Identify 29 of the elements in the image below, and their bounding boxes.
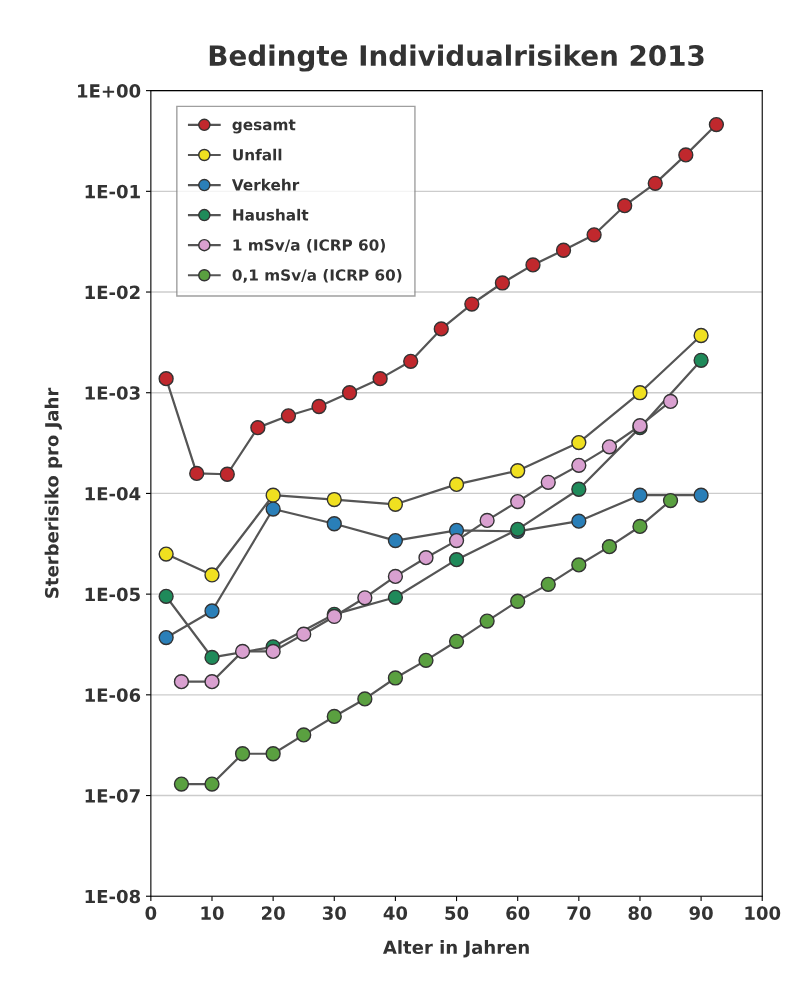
legend-label: 0,1 mSv/a (ICRP 60) xyxy=(232,269,402,283)
x-tick-label: 30 xyxy=(322,906,346,920)
chart-title: Bedingte Individualrisiken 2013 xyxy=(209,44,704,72)
x-tick-label: 40 xyxy=(383,906,408,920)
x-tick-label: 20 xyxy=(262,906,285,920)
legend-label: Haushalt xyxy=(233,208,309,221)
x-tick-label: 10 xyxy=(201,906,224,920)
y-tick-label: 1E+00 xyxy=(78,84,141,98)
legend-label: Verkehr xyxy=(231,178,300,191)
y-tick-label: 1E-04 xyxy=(85,486,141,501)
legend-label: 1 mSv/a (ICRP 60) xyxy=(233,238,385,253)
y-tick-label: 1E-02 xyxy=(85,285,140,300)
y-tick-label: 1E-03 xyxy=(85,386,140,400)
legend-label: Unfall xyxy=(233,148,282,161)
y-axis-title: Sterberisiko pro Jahr xyxy=(44,387,63,598)
y-tick-label: 1E-07 xyxy=(85,788,140,803)
y-tick-label: 1E-01 xyxy=(85,184,140,199)
x-tick-label: 50 xyxy=(445,906,469,920)
x-tick-label: 60 xyxy=(506,906,530,920)
x-tick-label: 90 xyxy=(689,906,713,920)
y-tick-label: 1E-06 xyxy=(85,688,141,702)
x-tick-label: 0 xyxy=(145,906,157,920)
x-axis-title: Alter in Jahren xyxy=(382,940,529,958)
y-tick-label: 1E-05 xyxy=(85,587,140,602)
x-tick-label: 80 xyxy=(628,906,652,920)
x-tick-label: 100 xyxy=(745,906,781,920)
y-tick-label: 1E-08 xyxy=(85,889,141,904)
legend-label: gesamt xyxy=(232,119,296,134)
x-tick-label: 70 xyxy=(567,906,591,920)
